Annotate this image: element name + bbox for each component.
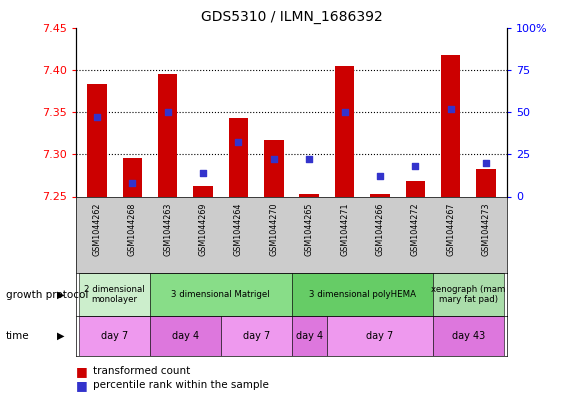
Text: transformed count: transformed count: [93, 366, 191, 376]
Text: growth protocol: growth protocol: [6, 290, 88, 300]
Text: percentile rank within the sample: percentile rank within the sample: [93, 380, 269, 390]
Bar: [292, 316, 327, 356]
Point: [163, 109, 173, 115]
Point: [92, 114, 101, 120]
Text: GSM1044265: GSM1044265: [305, 203, 314, 256]
Text: ▶: ▶: [58, 290, 65, 300]
Title: GDS5310 / ILMN_1686392: GDS5310 / ILMN_1686392: [201, 10, 382, 24]
Bar: [433, 316, 504, 356]
Bar: [292, 273, 433, 316]
Text: day 4: day 4: [296, 331, 323, 341]
Text: xenograph (mam
mary fat pad): xenograph (mam mary fat pad): [431, 285, 505, 305]
Text: day 7: day 7: [243, 331, 270, 341]
Bar: [476, 169, 496, 196]
Point: [234, 139, 243, 145]
Bar: [300, 194, 319, 196]
Text: 3 dimensional Matrigel: 3 dimensional Matrigel: [171, 290, 270, 299]
Bar: [150, 273, 292, 316]
Bar: [87, 84, 107, 196]
Bar: [433, 273, 504, 316]
Text: day 43: day 43: [452, 331, 485, 341]
Text: GSM1044266: GSM1044266: [375, 203, 384, 256]
Text: ■: ■: [76, 365, 87, 378]
Text: GSM1044269: GSM1044269: [199, 203, 208, 256]
Text: GSM1044264: GSM1044264: [234, 203, 243, 256]
Text: time: time: [6, 331, 30, 341]
Bar: [229, 118, 248, 196]
Point: [269, 156, 279, 162]
Text: day 7: day 7: [366, 331, 394, 341]
Text: ■: ■: [76, 378, 87, 392]
Bar: [264, 140, 283, 196]
Text: 2 dimensional
monolayer: 2 dimensional monolayer: [85, 285, 145, 305]
Text: GSM1044271: GSM1044271: [340, 203, 349, 256]
Text: GSM1044272: GSM1044272: [411, 203, 420, 256]
Bar: [158, 74, 177, 196]
Bar: [327, 316, 433, 356]
Bar: [79, 316, 150, 356]
Point: [375, 173, 385, 179]
Text: day 4: day 4: [172, 331, 199, 341]
Point: [198, 170, 208, 176]
Point: [128, 180, 137, 186]
Text: GSM1044273: GSM1044273: [482, 203, 490, 256]
Point: [482, 160, 491, 166]
Bar: [335, 66, 354, 196]
Point: [410, 163, 420, 169]
Point: [304, 156, 314, 162]
Point: [340, 109, 349, 115]
Bar: [406, 181, 425, 196]
Text: 3 dimensional polyHEMA: 3 dimensional polyHEMA: [309, 290, 416, 299]
Bar: [370, 194, 389, 196]
Text: GSM1044268: GSM1044268: [128, 203, 137, 256]
Text: GSM1044267: GSM1044267: [446, 203, 455, 256]
Bar: [122, 158, 142, 196]
Bar: [79, 273, 150, 316]
Text: GSM1044262: GSM1044262: [93, 203, 101, 256]
Text: ▶: ▶: [58, 331, 65, 341]
Bar: [150, 316, 221, 356]
Bar: [194, 186, 213, 196]
Bar: [441, 55, 461, 196]
Bar: [221, 316, 292, 356]
Text: day 7: day 7: [101, 331, 128, 341]
Text: GSM1044263: GSM1044263: [163, 203, 172, 256]
Point: [446, 105, 455, 112]
Text: GSM1044270: GSM1044270: [269, 203, 278, 256]
